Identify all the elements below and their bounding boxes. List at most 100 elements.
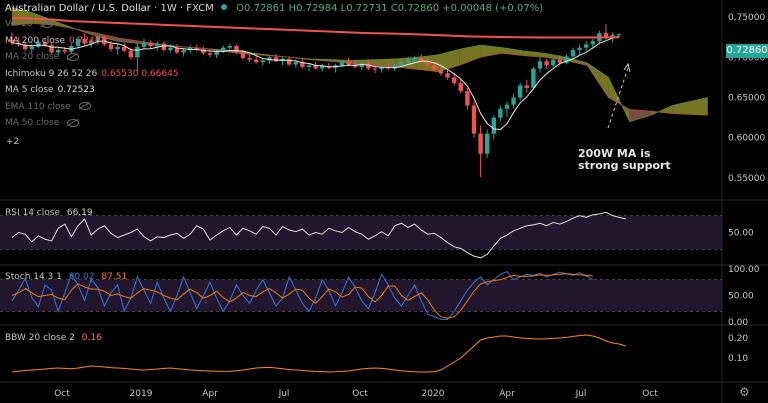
candle-body (524, 85, 529, 88)
candle-body (188, 47, 193, 51)
time-tick-label: Oct (54, 389, 70, 399)
legend-item[interactable]: MA 50 close (5, 118, 80, 128)
gear-icon[interactable]: ⚙ (739, 385, 750, 399)
candlestick-series (9, 24, 622, 178)
rsi-line (11, 211, 626, 259)
ma5-line (11, 35, 620, 131)
candle-body (194, 47, 199, 50)
candle-body (267, 57, 272, 61)
candle (465, 87, 470, 110)
stoch-band (0, 279, 722, 312)
legend-item[interactable]: MA 5 close 0.72523 (5, 85, 95, 95)
bbw-tick-label: 0.20 (728, 334, 748, 344)
cloud-segment (629, 109, 651, 122)
legend-label: Vol 20 (5, 19, 33, 29)
candle-body (610, 34, 615, 38)
ma200-line (11, 16, 620, 39)
stoch-d-value: 87.51 (101, 272, 128, 282)
stoch-legend: Stoch 14 3 1 80.02 87.51 (5, 272, 127, 282)
legend-label: Ichimoku 9 26 52 26 (5, 68, 98, 79)
candle (287, 56, 292, 67)
candle-body (511, 97, 516, 105)
legend-item[interactable]: Ichimoku 9 26 52 26 0.65530 0.66645 (5, 69, 179, 79)
legend-label: MA 50 close (5, 118, 60, 128)
candle-body (537, 61, 543, 69)
candle (260, 58, 265, 66)
candle-body (207, 53, 213, 55)
candle-body (438, 70, 444, 74)
candle (590, 38, 595, 48)
candle-body (9, 39, 15, 43)
candle (518, 83, 523, 101)
candle-body (425, 61, 430, 66)
candle-body (254, 59, 259, 63)
candle-body (82, 38, 87, 44)
eye-hidden-icon (78, 102, 91, 110)
candle (181, 48, 186, 57)
candle-body (485, 133, 490, 154)
candle (471, 101, 477, 138)
candle (82, 33, 87, 46)
legend-more[interactable]: +2 (6, 137, 20, 147)
candle-body (339, 62, 345, 66)
candle-body (247, 58, 252, 60)
source-label: FXCM (186, 3, 214, 14)
candle-body (557, 59, 562, 63)
chart-annotation[interactable]: 200W MA is strong support (578, 148, 671, 172)
candle (148, 40, 153, 49)
candle-body (174, 47, 180, 53)
legend-label: MA 20 close (5, 52, 60, 62)
cloud-segment (523, 50, 545, 58)
candle (36, 39, 41, 49)
chart-header: Australian Dollar / U.S. Dollar · 1W · F… (5, 3, 543, 14)
candle-body (122, 46, 127, 51)
legend-item[interactable]: MA 20 close (5, 52, 80, 62)
candle-body (287, 58, 292, 65)
legend-item[interactable]: MA 200 close 0.72481 (5, 36, 106, 46)
stoch-tick-label: 0.00 (728, 318, 748, 328)
ohlc-values: O0.72861 H0.72984 L0.72731 C0.72860 +0.0… (236, 3, 544, 14)
candle (75, 36, 81, 48)
candle-body (240, 52, 246, 59)
symbol-name[interactable]: Australian Dollar / U.S. Dollar (5, 3, 151, 14)
legend-value: 0.72481 (69, 35, 107, 46)
candle-body (89, 41, 94, 44)
price-tick-label: 0.70000 (728, 53, 765, 63)
candle-body (392, 65, 397, 69)
candle-body (452, 77, 457, 84)
time-tick-label: Oct (642, 389, 658, 399)
legend-item[interactable]: EMA 110 close (5, 102, 91, 112)
bbw-legend: BBW 20 close 2 0.16 (5, 333, 102, 343)
candle (254, 55, 259, 64)
candle-body (399, 62, 404, 66)
time-tick-label: Apr (202, 389, 218, 399)
candle (544, 58, 549, 69)
candle (155, 41, 160, 51)
time-tick-label: 2020 (422, 389, 445, 399)
interval-label[interactable]: 1W (160, 3, 177, 14)
time-tick-label: 2019 (130, 389, 153, 399)
rsi-tick-label: 50.00 (728, 229, 754, 239)
candle (458, 78, 463, 94)
candle (115, 44, 120, 55)
candle (273, 54, 279, 63)
candle (280, 57, 285, 66)
candle (326, 62, 331, 70)
candle-body (56, 50, 61, 53)
stoch-k-line (11, 271, 594, 320)
candle-body (518, 85, 523, 98)
candle-body (372, 68, 378, 70)
candle (452, 74, 457, 86)
candle-body (412, 58, 417, 60)
candle-body (564, 56, 569, 63)
candle (161, 41, 166, 52)
candle (122, 42, 127, 53)
bbw-label: BBW 20 close 2 (5, 333, 75, 343)
candle-body (405, 59, 411, 63)
candle-body (491, 117, 496, 134)
legend-item[interactable]: Vol 20 (5, 19, 53, 29)
candle-body (577, 47, 582, 51)
candle (300, 58, 305, 69)
price-tick-label: 0.75000 (728, 13, 765, 23)
